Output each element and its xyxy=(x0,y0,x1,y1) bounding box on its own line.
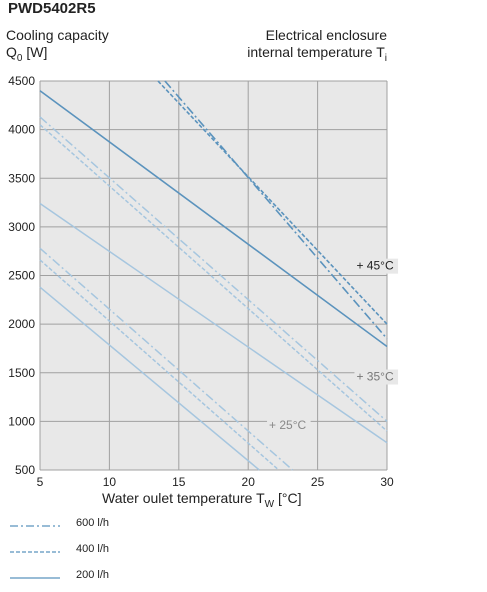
y-tick-label: 2000 xyxy=(8,317,35,331)
legend-dashdot-swatch xyxy=(10,525,60,527)
y-tick-label: 3000 xyxy=(8,220,35,234)
y-tick-label: 3500 xyxy=(8,171,35,185)
annotation-label: + 35°C xyxy=(356,370,393,384)
series-line xyxy=(157,80,388,325)
annotation-bg xyxy=(267,418,311,434)
chart-title: PWD5402R5 xyxy=(8,0,96,17)
series-line xyxy=(164,80,388,340)
legend-dash-swatch xyxy=(10,551,60,553)
series-group-label-line1: Electrical enclosure xyxy=(265,27,387,43)
x-tick-label: 5 xyxy=(37,475,44,489)
y-tick-label: 4500 xyxy=(8,74,35,88)
x-axis-label: Water oulet temperature TW [°C] xyxy=(102,490,302,510)
series-line xyxy=(39,124,388,432)
y-tick-label: 500 xyxy=(15,463,35,477)
series-line xyxy=(39,247,294,471)
legend-label: 400 l/h xyxy=(76,543,110,555)
series-group-label: Electrical enclosure internal temperatur… xyxy=(187,27,387,67)
x-tick-label: 10 xyxy=(103,475,117,489)
legend-label: 600 l/h xyxy=(76,517,110,529)
y-axis-label-line1: Cooling capacity xyxy=(6,27,109,43)
series-line xyxy=(39,286,260,471)
annotation-label: + 45°C xyxy=(356,259,393,273)
x-tick-label: 15 xyxy=(172,475,186,489)
y-tick-label: 4000 xyxy=(8,123,35,137)
y-tick-label: 1500 xyxy=(8,366,35,380)
legend-solid-swatch xyxy=(10,577,60,579)
y-axis-label-line2: Q0 [W] xyxy=(6,44,48,64)
legend-item-200: 200 l/h xyxy=(10,569,210,585)
legend-label: 200 l/h xyxy=(76,569,110,581)
x-tick-label: 20 xyxy=(242,475,256,489)
x-tick-label: 30 xyxy=(380,475,394,489)
series-line xyxy=(39,259,280,471)
y-tick-label: 2500 xyxy=(8,269,35,283)
annotation-bg xyxy=(354,258,399,274)
annotation-bg xyxy=(354,369,399,385)
series-group-label-line2: internal temperature Ti xyxy=(247,44,387,64)
legend-item-400: 400 l/h xyxy=(10,543,210,559)
annotation-label: + 25°C xyxy=(269,418,306,432)
legend-item-600: 600 l/h xyxy=(10,517,210,533)
x-tick-label: 25 xyxy=(311,475,325,489)
y-tick-label: 1000 xyxy=(8,414,35,428)
series-line xyxy=(39,202,388,444)
y-axis-label: Cooling capacity Q0 [W] xyxy=(6,27,109,67)
series-line xyxy=(39,90,388,348)
series-line xyxy=(39,116,388,422)
